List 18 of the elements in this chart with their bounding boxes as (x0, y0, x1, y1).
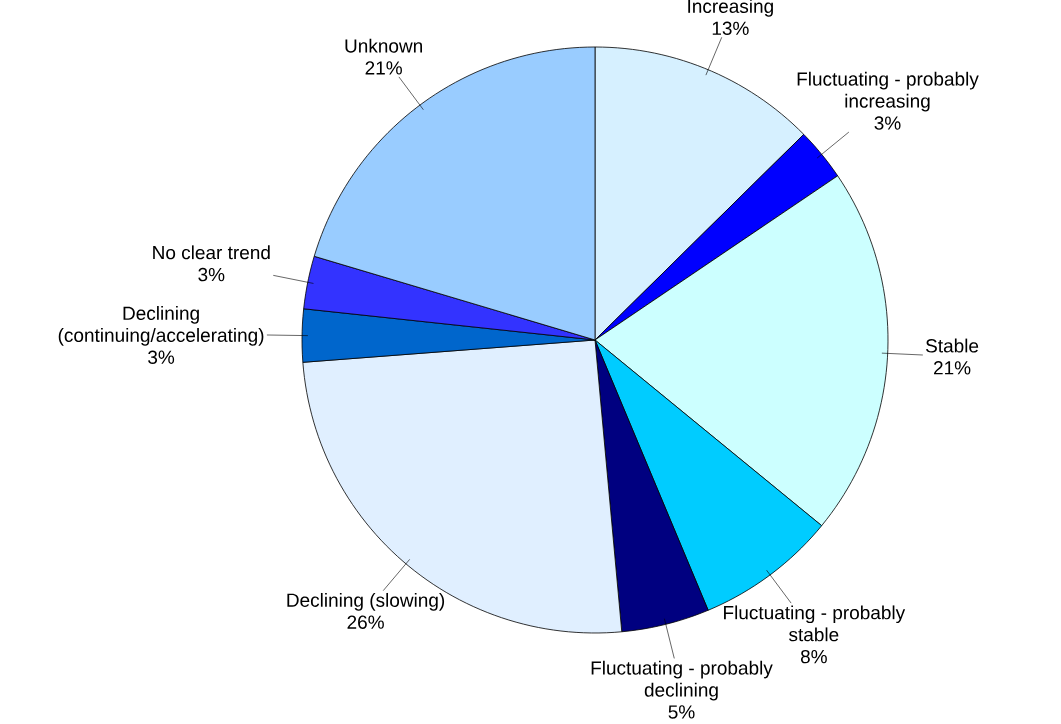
data-label: 5% (668, 705, 695, 719)
slice-label: Declining (slowing) (287, 592, 445, 611)
slice-label: Increasing (688, 0, 773, 17)
slice-label: Declining (continuing/accelerating) (58, 306, 264, 346)
data-label: 13% (712, 21, 749, 35)
slice-label: Stable (925, 338, 979, 353)
data-label: 3% (198, 267, 225, 282)
data-label: 3% (148, 350, 175, 364)
data-label: 21% (934, 361, 971, 375)
slice-label: Unknown (345, 38, 422, 53)
slice-label: No clear trend (153, 245, 270, 260)
slice-label: Fluctuating - probably declining (591, 660, 773, 701)
slice-label: Fluctuating - probably increasing (797, 71, 979, 112)
data-label: 26% (347, 615, 384, 629)
slice-label: Fluctuating - probably stable (724, 605, 906, 642)
data-label: 3% (874, 116, 901, 130)
data-label: 21% (365, 61, 402, 75)
data-label: 8% (800, 649, 827, 664)
